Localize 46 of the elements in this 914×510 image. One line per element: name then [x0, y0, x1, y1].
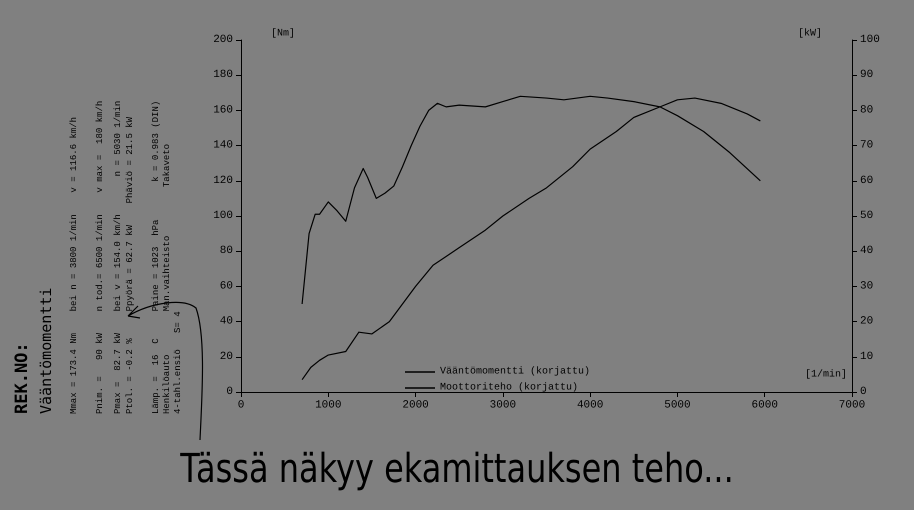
y2-axis-title: [kW]: [798, 28, 822, 40]
text: REK.NO:: [12, 342, 32, 414]
line-series: [302, 97, 761, 380]
text: Lämp. = 16 C Paine = 1023 hPa k = 0.983 (DIN): [151, 100, 161, 414]
y2-tick-label: 20: [860, 316, 874, 328]
text: Mmax = 173.4 Nm bei n = 3800 1/min v = 116.6 km/h: [69, 116, 79, 414]
y-tick-label: 120: [213, 174, 233, 187]
y2-tick-label: 80: [860, 104, 874, 116]
y2-tick-label: 100: [860, 34, 880, 46]
text: 4-tahl.ensiö S= 4: [173, 311, 183, 414]
text: Vääntömomentti: [37, 288, 55, 414]
x-tick-label: 4000: [576, 400, 604, 412]
x-tick-label: 0: [238, 400, 244, 412]
x-tick-label: 7000: [838, 400, 866, 412]
x-tick-label: 2000: [402, 400, 429, 412]
x-tick-label: 3000: [490, 400, 516, 412]
y2-tick-label: 0: [860, 386, 867, 398]
y-tick-label: 160: [213, 104, 233, 116]
y-tick-label: 180: [213, 69, 233, 82]
y-tick-label: 100: [213, 210, 233, 222]
x-tick-label: 6000: [752, 400, 778, 412]
y-tick-label: 200: [213, 34, 233, 46]
x-tick-label: 5000: [664, 400, 691, 412]
text: Henkilöauto Man.vaihteisto Takaveto: [162, 144, 172, 414]
legend-label: Moottoriteho (korjattu): [440, 382, 578, 394]
y2-tick-label: 70: [860, 140, 874, 152]
y2-tick-label: 90: [860, 69, 874, 82]
y-tick-label: 0: [226, 386, 233, 398]
y2-tick-label: 60: [860, 174, 874, 187]
y-tick-label: 40: [220, 316, 233, 328]
text: Pnim. = 90 kW n tod.= 6500 1/min v max = 180 km/h: [95, 100, 105, 414]
y2-tick-label: 10: [860, 350, 874, 363]
y-tick-label: 20: [220, 350, 233, 363]
legend-label: Vääntömomentti (korjattu): [440, 366, 590, 378]
y2-tick-label: 30: [860, 280, 874, 292]
y2-tick-label: 50: [860, 210, 874, 222]
y-axis-title: [Nm]: [271, 28, 296, 40]
x-tick-label: 1000: [315, 400, 342, 412]
y-tick-label: 140: [213, 140, 233, 152]
text: Pmax = 82.7 kW bei v = 154.0 km/h n = 5030 1/min: [113, 100, 123, 414]
y-tick-label: 60: [220, 280, 233, 292]
y-tick-label: 80: [220, 245, 233, 258]
x-axis-title: [1/min]: [804, 368, 847, 380]
text: Ptol. = -0.2 % Ppyörä = 62.7 kW Phäviö = 21.5 kW: [125, 116, 135, 414]
y2-tick-label: 40: [860, 245, 874, 258]
text: Tässä näkyy ekamittauksen teho...: [179, 444, 734, 492]
